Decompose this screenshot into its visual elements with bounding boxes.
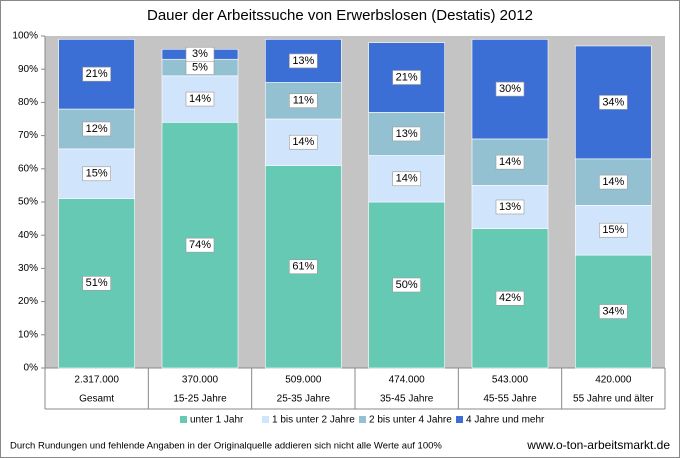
x-tick-label: 55 Jahre und älter: [573, 394, 654, 405]
y-tick-label: 10%: [18, 329, 38, 340]
legend-label: 1 bis unter 2 Jahre: [272, 415, 355, 426]
value-label-box: [495, 81, 525, 97]
value-label-box: [599, 95, 628, 110]
y-tick-label: 40%: [18, 230, 38, 241]
value-label: 13%: [499, 201, 521, 213]
value-label: 14%: [292, 136, 314, 148]
value-label-box: [82, 276, 111, 291]
x-tick-label: 35-45 Jahre: [380, 394, 434, 405]
category-count: 543.000: [492, 375, 529, 386]
value-label: 13%: [396, 128, 418, 140]
legend-label: 4 Jahre und mehr: [466, 415, 545, 426]
value-label: 42%: [499, 292, 521, 304]
value-label: 11%: [293, 95, 314, 107]
value-label: 51%: [86, 277, 108, 289]
category-count: 509.000: [285, 375, 322, 386]
footnote: Durch Rundungen und fehlende Angaben in …: [10, 441, 442, 452]
x-tick-label: 25-35 Jahre: [277, 394, 331, 405]
category-count: 474.000: [389, 375, 426, 386]
value-label: 14%: [499, 156, 521, 168]
value-label: 5%: [192, 61, 208, 73]
legend-swatch: [262, 416, 269, 423]
value-label-box: [599, 174, 628, 190]
value-label-box: [82, 166, 111, 182]
value-label-box: [599, 304, 628, 319]
value-label-box: [185, 237, 215, 253]
y-tick-label: 60%: [18, 163, 38, 174]
legend-swatch: [359, 416, 366, 423]
y-tick-label: 50%: [18, 197, 38, 208]
value-label: 61%: [292, 261, 314, 273]
y-tick-label: 20%: [18, 296, 38, 307]
x-tick-label: 15-25 Jahre: [173, 394, 227, 405]
value-label-box: [392, 171, 421, 187]
value-label: 14%: [396, 173, 418, 185]
y-tick-label: 30%: [18, 263, 38, 274]
y-tick-label: 80%: [18, 97, 38, 108]
value-label-box: [599, 222, 628, 238]
y-tick-label: 0%: [24, 363, 39, 374]
value-label-box: [495, 290, 525, 306]
value-label-box: [392, 126, 421, 142]
y-tick-label: 90%: [18, 64, 38, 75]
value-label: 15%: [86, 168, 108, 180]
value-label: 15%: [602, 224, 624, 236]
value-label-box: [495, 154, 525, 170]
chart-title: Dauer der Arbeitssuche von Erwerbslosen …: [147, 7, 533, 24]
value-label: 74%: [189, 239, 211, 251]
legend-label: 2 bis unter 4 Jahre: [369, 415, 452, 426]
value-label-box: [495, 199, 525, 215]
value-label: 13%: [292, 55, 314, 67]
value-label: 14%: [189, 93, 211, 105]
bar-segment: [58, 39, 135, 110]
x-tick-label: Gesamt: [79, 394, 114, 405]
value-label: 3%: [192, 48, 208, 60]
value-label-box: [392, 70, 421, 85]
legend-swatch: [456, 416, 463, 423]
x-tick-label: 45-55 Jahre: [483, 394, 537, 405]
value-label: 21%: [396, 71, 418, 83]
value-label: 12%: [86, 123, 108, 135]
value-label: 50%: [396, 279, 418, 291]
value-label: 21%: [86, 68, 108, 80]
legend-label: unter 1 Jahr: [190, 415, 244, 426]
value-label: 34%: [602, 305, 624, 317]
value-label-box: [82, 121, 111, 137]
value-label: 30%: [499, 83, 521, 95]
source: www.o-ton-arbeitsmarkt.de: [526, 438, 670, 452]
value-label-box: [392, 277, 421, 293]
category-count: 420.000: [595, 375, 632, 386]
value-label-box: [289, 93, 318, 109]
y-tick-label: 70%: [18, 130, 38, 141]
value-label-box: [185, 46, 215, 62]
legend-swatch: [180, 416, 187, 423]
category-count: 2.317.000: [74, 375, 119, 386]
value-label-box: [289, 259, 318, 275]
y-tick-label: 100%: [12, 31, 38, 42]
value-label-box: [289, 53, 318, 69]
value-label-box: [185, 91, 215, 107]
value-label-box: [289, 134, 318, 150]
plot-area: [45, 36, 665, 368]
value-label: 34%: [602, 96, 624, 108]
value-label-box: [82, 66, 111, 82]
category-count: 370.000: [182, 375, 219, 386]
value-label: 14%: [602, 176, 624, 188]
